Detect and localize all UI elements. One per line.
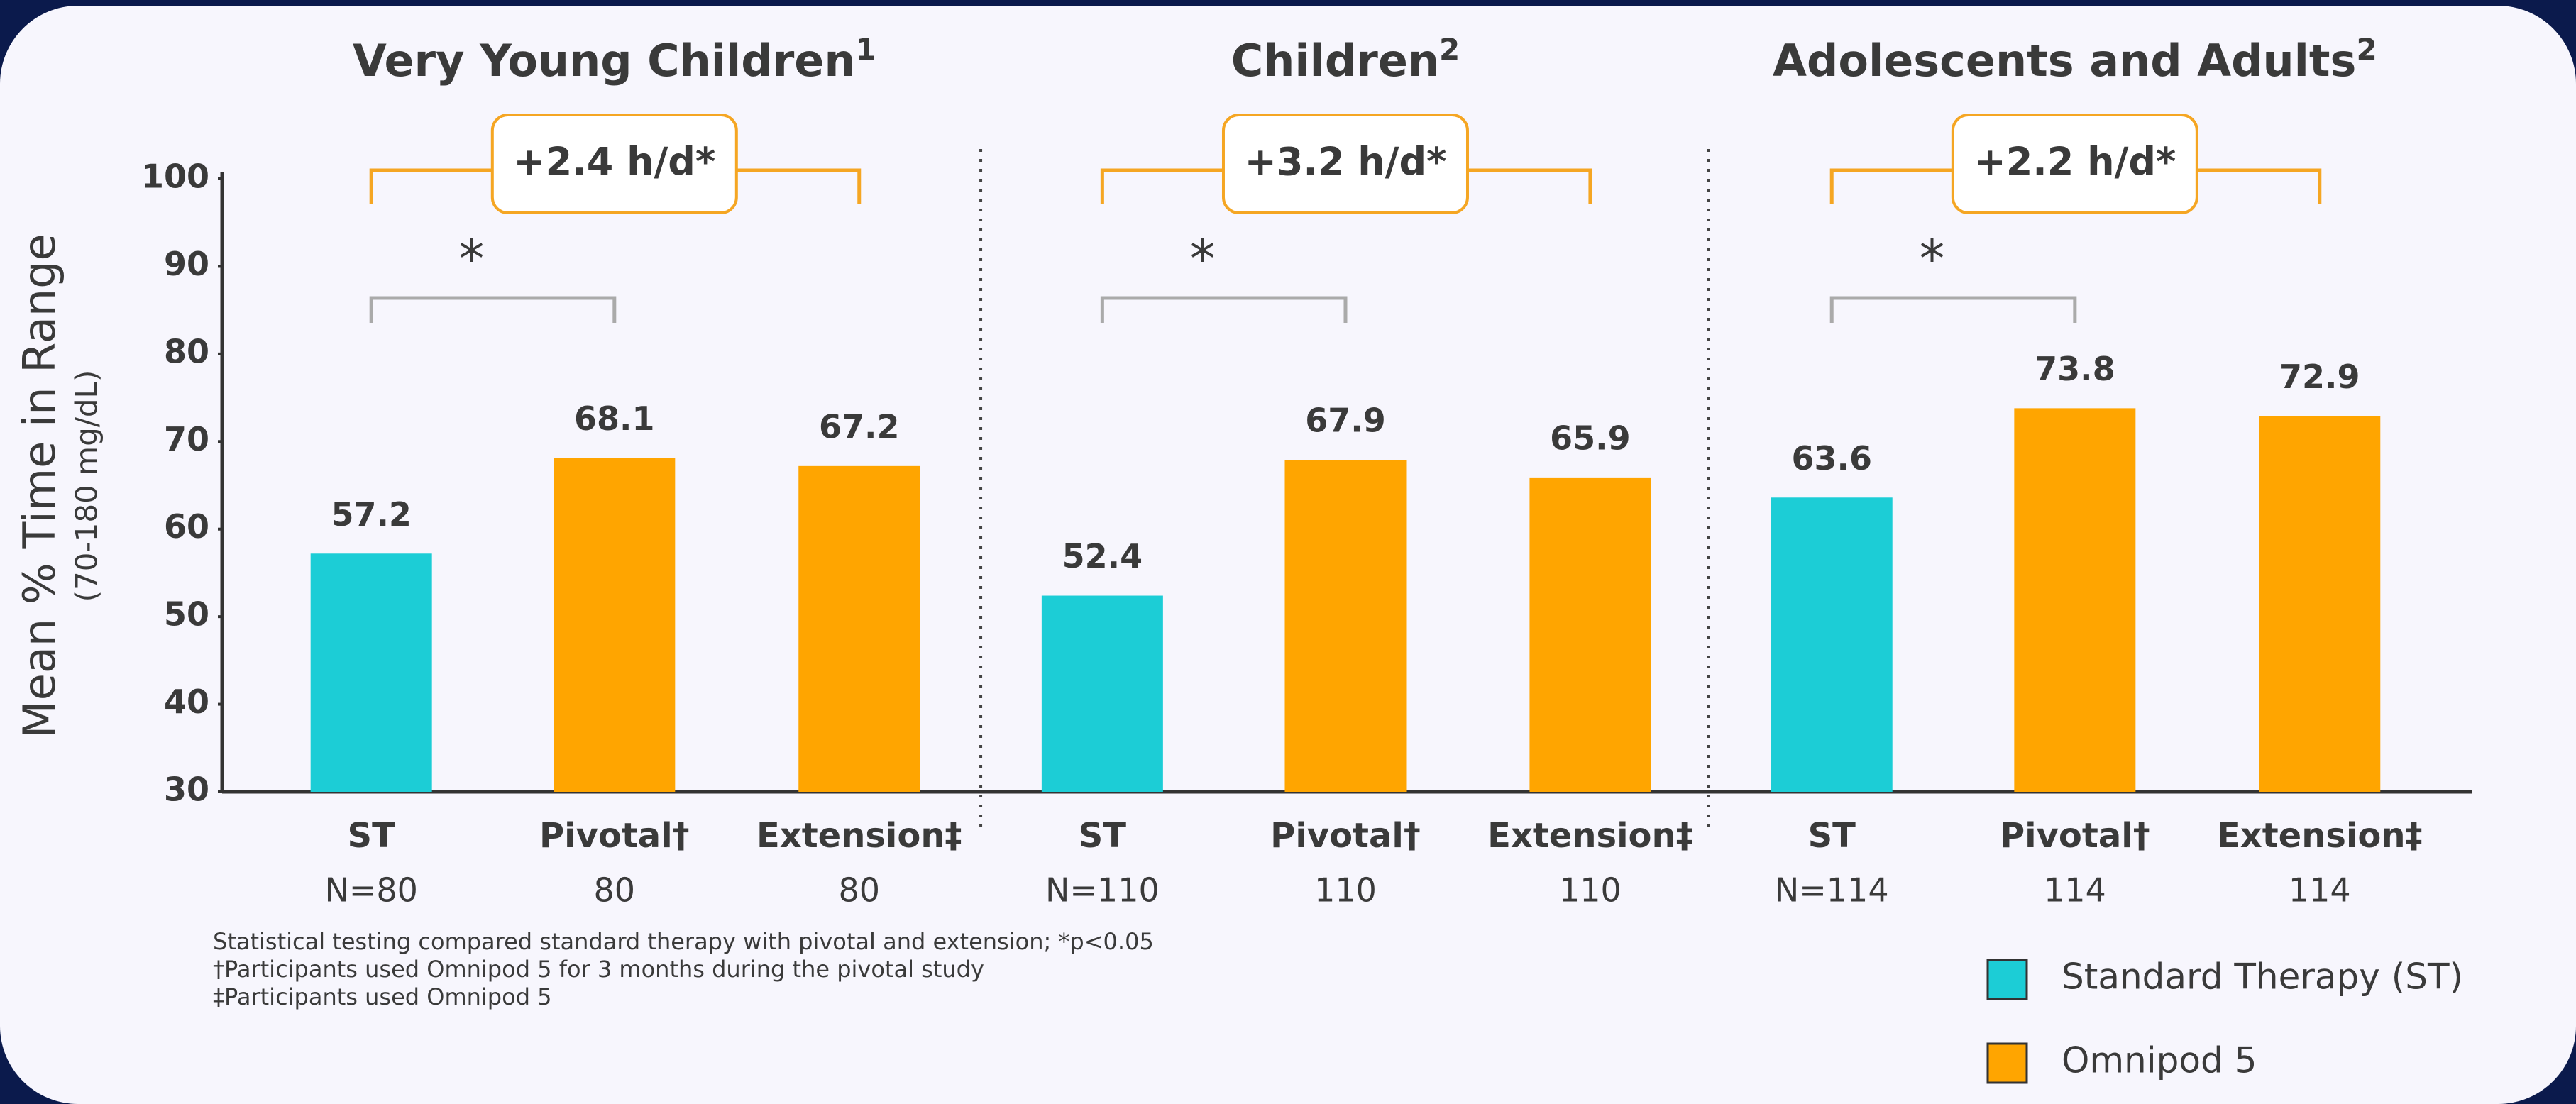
group-title-superscript: 1: [855, 32, 876, 67]
group-title: Adolescents and Adults2: [1773, 32, 2377, 87]
y-tick-label: 70: [164, 420, 209, 458]
y-tick-label: 80: [164, 332, 209, 370]
annotation: +2.2 h/d*: [1974, 140, 2176, 184]
y-tick-label: 100: [141, 158, 209, 196]
annotation: +3.2 h/d*: [1245, 140, 1447, 184]
x-tick-label: ST: [1079, 816, 1127, 856]
n-label: 110: [1559, 871, 1622, 910]
y-tick-label: 50: [164, 595, 209, 634]
value-label: 67.2: [819, 407, 900, 446]
annotation-box: [1951, 114, 2198, 214]
x-tick-label: Pivotal†: [1270, 816, 1421, 856]
value-label: 68.1: [574, 399, 655, 438]
significance-marker: *: [459, 229, 485, 289]
x-tick-label: ST: [1808, 816, 1856, 856]
bar: [1771, 497, 1893, 792]
group-title: Very Young Children1: [353, 32, 876, 87]
value-label: 73.8: [2035, 350, 2115, 388]
bar: [310, 553, 432, 792]
legend-swatch: [1986, 1042, 2028, 1084]
y-axis-sublabel: (70-180 mg/dL): [70, 370, 104, 602]
annotation: +2.4 h/d*: [513, 140, 715, 184]
n-label: 110: [1314, 871, 1377, 910]
bar: [1284, 460, 1407, 792]
value-label: 52.4: [1062, 537, 1143, 575]
group-title-superscript: 2: [2356, 32, 2377, 67]
footnote: Statistical testing compared standard th…: [213, 928, 1154, 955]
legend-label: Standard Therapy (ST): [2062, 956, 2463, 998]
value-label: 72.9: [2279, 358, 2360, 396]
bar: [1529, 477, 1651, 792]
n-label: N=110: [1045, 871, 1160, 910]
n-label: 80: [594, 871, 636, 910]
y-tick-label: 30: [164, 771, 209, 809]
x-tick-label: ST: [348, 816, 396, 856]
footnote: ‡Participants used Omnipod 5: [213, 983, 552, 1010]
y-tick-label: 90: [164, 245, 209, 283]
group-title-text: Very Young Children: [353, 35, 856, 87]
bar: [554, 458, 676, 792]
n-label: 114: [2289, 871, 2351, 910]
legend-label: Omnipod 5: [2062, 1040, 2257, 1081]
value-label: 65.9: [1550, 419, 1631, 457]
group-title: Children2: [1231, 32, 1460, 87]
n-label: N=80: [324, 871, 418, 910]
x-tick-label: Extension‡: [1487, 816, 1693, 856]
value-label: 67.9: [1305, 402, 1386, 440]
value-label: 57.2: [331, 495, 412, 534]
significance-marker: *: [1190, 229, 1216, 289]
n-label: N=114: [1775, 871, 1889, 910]
group-title-text: Adolescents and Adults: [1773, 35, 2356, 87]
n-label: 114: [2044, 871, 2106, 910]
significance-marker: *: [1920, 229, 1945, 289]
legend-swatch: [1986, 959, 2028, 1000]
significance-bracket: [1100, 296, 1348, 323]
x-tick-label: Pivotal†: [2000, 816, 2150, 856]
group-title-text: Children: [1231, 35, 1439, 87]
value-label: 63.6: [1791, 439, 1872, 478]
x-tick-label: Extension‡: [756, 816, 962, 856]
y-axis-label: Mean % Time in Range: [13, 233, 65, 738]
footnote: †Participants used Omnipod 5 for 3 month…: [213, 956, 984, 983]
n-label: 80: [838, 871, 880, 910]
y-tick-label: 40: [164, 683, 209, 721]
x-tick-label: Pivotal†: [539, 816, 690, 856]
bar: [2259, 416, 2381, 792]
annotation-box: [490, 114, 738, 214]
bar: [2014, 408, 2136, 792]
y-tick-label: 60: [164, 507, 209, 546]
group-title-superscript: 2: [1439, 32, 1460, 67]
x-tick-label: Extension‡: [2217, 816, 2423, 856]
significance-bracket: [369, 296, 617, 323]
bar: [798, 465, 920, 792]
significance-bracket: [1829, 296, 2077, 323]
annotation-box: [1221, 114, 1469, 214]
bar: [1041, 595, 1163, 792]
